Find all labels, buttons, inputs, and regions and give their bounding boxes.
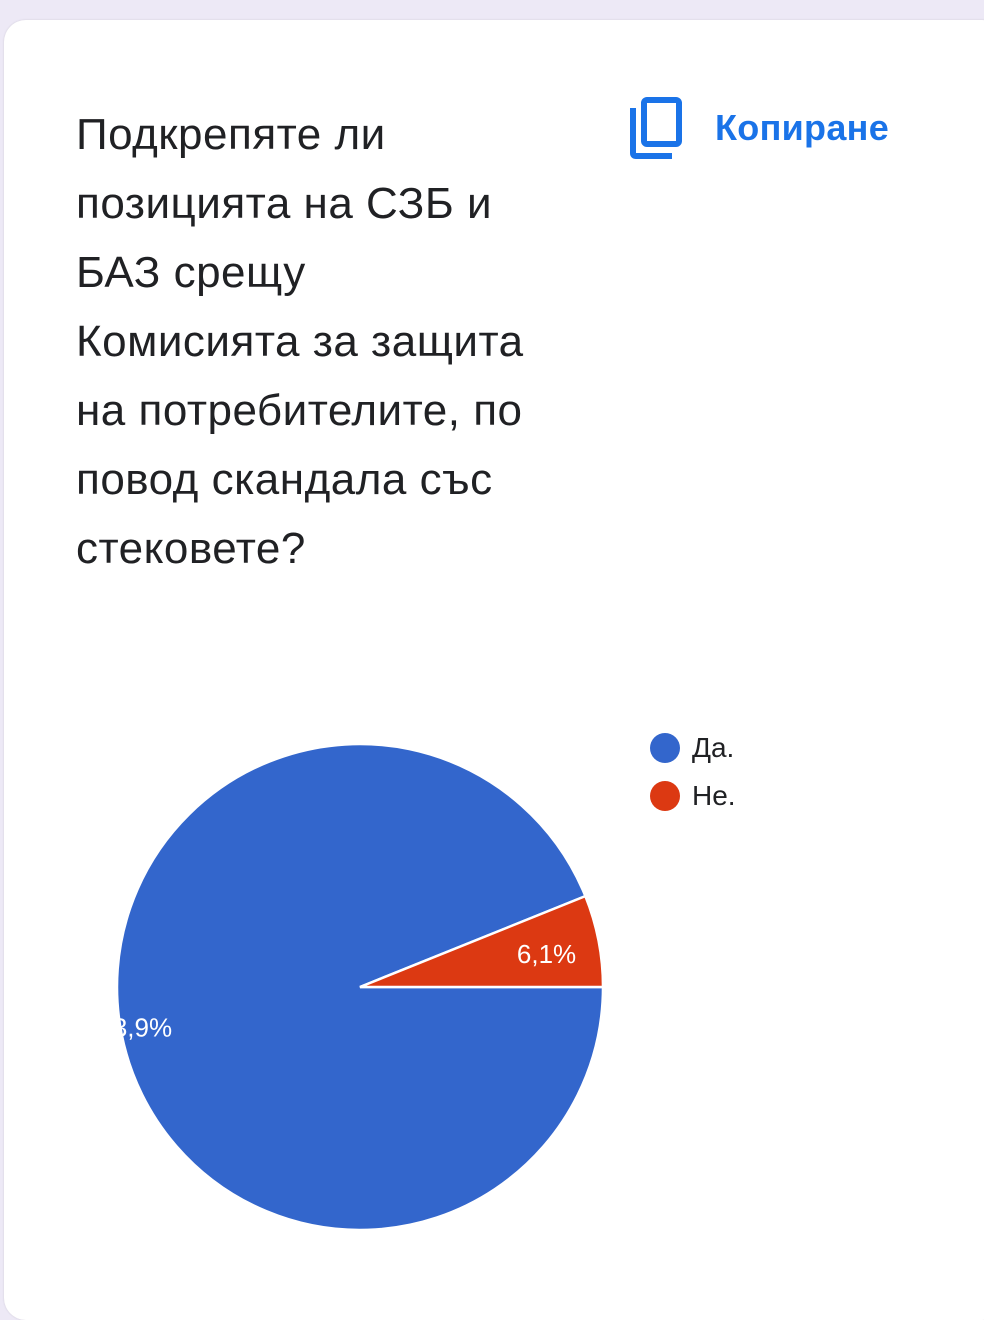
- legend-swatch: [650, 781, 680, 811]
- pie-slice[interactable]: [359, 894, 605, 989]
- pie-chart: 93,9% 6,1%: [98, 742, 605, 1232]
- legend-label: Не.: [692, 780, 736, 811]
- question-line: повод скандала със: [76, 455, 493, 504]
- legend-swatch: [650, 733, 680, 763]
- question-line: на потребителите, по: [76, 386, 523, 435]
- question-line: БАЗ срещу: [76, 248, 306, 297]
- copy-icon: [630, 97, 682, 159]
- pie-data-label: 6,1%: [517, 939, 576, 969]
- copy-label: Копиране: [715, 107, 890, 148]
- question-line: стековете?: [76, 524, 306, 573]
- pie-data-label: 93,9%: [98, 1012, 172, 1042]
- question-line: Комисията за защита: [76, 317, 524, 366]
- question-line: Подкрепяте ли: [76, 110, 386, 159]
- legend-item: Да.: [650, 724, 736, 772]
- pie-slices: [115, 742, 605, 1232]
- legend-label: Да.: [692, 732, 735, 763]
- legend-item: Не.: [650, 772, 736, 820]
- copy-button[interactable]: Копиране: [629, 96, 889, 160]
- chart-legend: Да. Не.: [650, 724, 736, 820]
- question-line: позицията на СЗБ и: [76, 179, 493, 228]
- question-title: Подкрепяте ли позицията на СЗБ и БАЗ сре…: [76, 100, 596, 583]
- pie-data-labels: 93,9% 6,1%: [98, 939, 576, 1043]
